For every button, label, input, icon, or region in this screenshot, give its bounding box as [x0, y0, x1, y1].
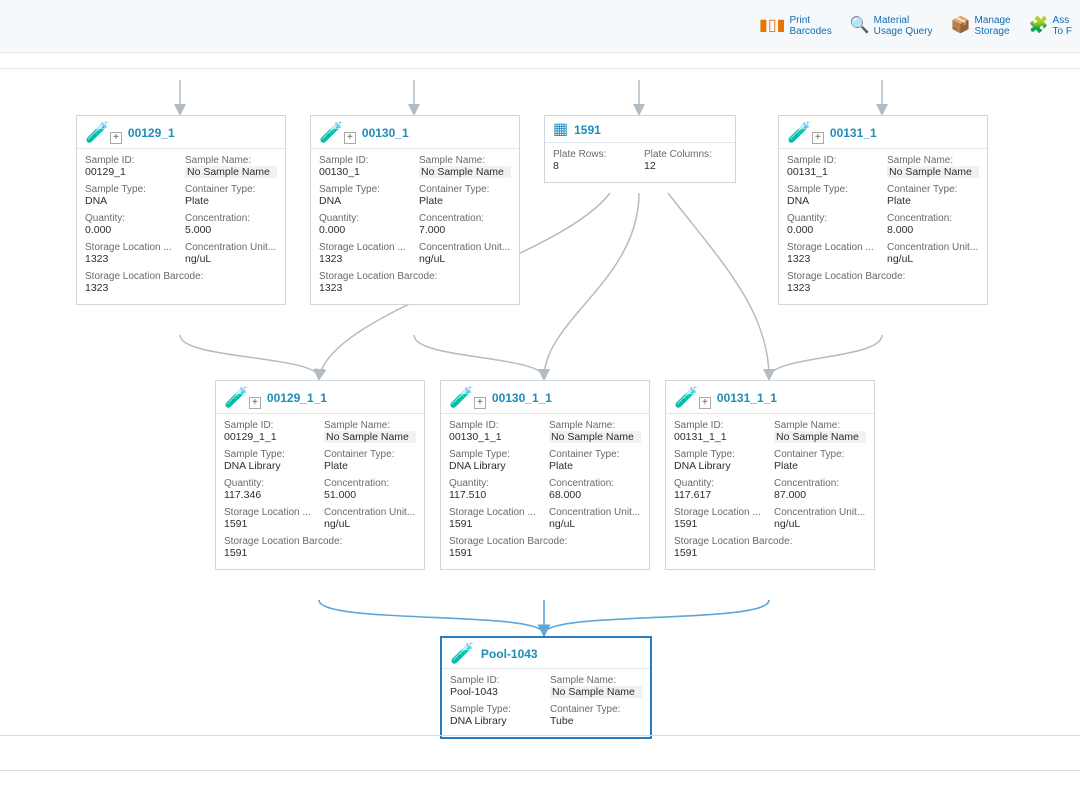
card-title: 00131_1	[830, 126, 877, 140]
toolbar: ▮▯▮ PrintBarcodes 🔍 MaterialUsage Query …	[0, 0, 1080, 53]
sample-card-00131_1_1[interactable]: 🧪+00131_1_1 Sample ID:00131_1_1Sample Na…	[665, 380, 875, 570]
card-title: Pool-1043	[481, 647, 538, 661]
card-title: 1591	[574, 123, 601, 137]
tube-icon: 🧪	[674, 388, 699, 408]
assign-icon: 🧩	[1029, 17, 1049, 35]
divider	[0, 68, 1080, 69]
sample-card-00130_1[interactable]: 🧪+00130_1 Sample ID:00130_1Sample Name:N…	[310, 115, 520, 305]
card-title: 00129_1_1	[267, 391, 327, 405]
tube-icon: 🧪	[787, 123, 812, 143]
expand-icon[interactable]: +	[699, 397, 711, 409]
sample-card-00129_1_1[interactable]: 🧪+00129_1_1 Sample ID:00129_1_1Sample Na…	[215, 380, 425, 570]
card-title: 00131_1_1	[717, 391, 777, 405]
footer-divider	[0, 735, 1080, 736]
sample-card-00131_1[interactable]: 🧪+00131_1 Sample ID:00131_1Sample Name:N…	[778, 115, 988, 305]
card-title: 00130_1_1	[492, 391, 552, 405]
expand-icon[interactable]: +	[474, 397, 486, 409]
material-usage-button[interactable]: 🔍 MaterialUsage Query	[850, 15, 933, 37]
tube-icon: 🧪	[449, 388, 474, 408]
search-icon: 🔍	[850, 17, 870, 35]
card-title: 00129_1	[128, 126, 175, 140]
expand-icon[interactable]: +	[110, 132, 122, 144]
plate-icon: ▦	[553, 122, 568, 138]
sample-card-00130_1_1[interactable]: 🧪+00130_1_1 Sample ID:00130_1_1Sample Na…	[440, 380, 650, 570]
sample-card-00129_1[interactable]: 🧪+00129_1 Sample ID:00129_1Sample Name:N…	[76, 115, 286, 305]
plate-card-1591[interactable]: ▦1591 Plate Rows:8Plate Columns:12	[544, 115, 736, 183]
lineage-canvas: 🧪+00129_1 Sample ID:00129_1Sample Name:N…	[0, 80, 1080, 797]
tube-icon: 🧪	[450, 644, 475, 664]
tube-icon: 🧪	[224, 388, 249, 408]
barcode-icon: ▮▯▮	[759, 17, 785, 35]
footer-divider	[0, 770, 1080, 771]
expand-icon[interactable]: +	[249, 397, 261, 409]
assign-button[interactable]: 🧩 AssTo F	[1029, 15, 1072, 37]
expand-icon[interactable]: +	[812, 132, 824, 144]
tube-icon: 🧪	[85, 123, 110, 143]
pool-card[interactable]: 🧪Pool-1043 Sample ID:Pool-1043Sample Nam…	[440, 636, 652, 739]
manage-storage-button[interactable]: 📦 ManageStorage	[951, 15, 1011, 37]
tube-icon: 🧪	[319, 123, 344, 143]
box-icon: 📦	[951, 17, 971, 35]
print-barcodes-button[interactable]: ▮▯▮ PrintBarcodes	[759, 15, 832, 37]
card-title: 00130_1	[362, 126, 409, 140]
expand-icon[interactable]: +	[344, 132, 356, 144]
